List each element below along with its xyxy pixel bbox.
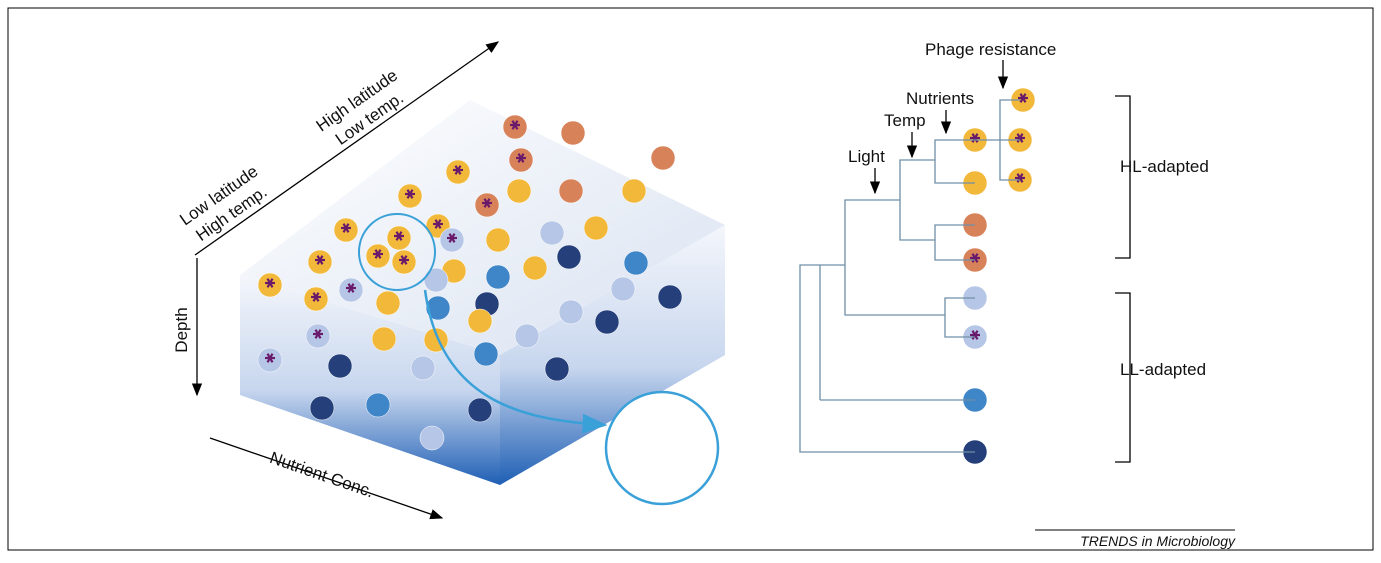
cell xyxy=(486,228,510,252)
cell xyxy=(468,309,492,333)
cell xyxy=(424,268,448,292)
cell xyxy=(372,327,396,351)
zoom-circle xyxy=(606,392,718,504)
cell xyxy=(611,277,635,301)
event-label: Nutrients xyxy=(906,89,974,108)
clade-label: HL-adapted xyxy=(1120,157,1209,176)
bracket xyxy=(1115,96,1130,462)
cell xyxy=(651,146,675,170)
cell xyxy=(486,265,510,289)
cell xyxy=(310,396,334,420)
cell xyxy=(468,398,492,422)
cell xyxy=(545,357,569,381)
cell xyxy=(328,354,352,378)
cell xyxy=(624,251,648,275)
cell xyxy=(559,179,583,203)
cell xyxy=(523,256,547,280)
cell xyxy=(559,300,583,324)
cell xyxy=(584,216,608,240)
cell xyxy=(622,179,646,203)
cell xyxy=(557,245,581,269)
cell xyxy=(561,121,585,145)
cell xyxy=(658,285,682,309)
cell xyxy=(595,310,619,334)
cell xyxy=(366,393,390,417)
cell xyxy=(411,356,435,380)
cell xyxy=(507,179,531,203)
axis-label: Depth xyxy=(172,307,191,352)
cell xyxy=(474,342,498,366)
clade-label: LL-adapted xyxy=(1120,360,1206,379)
figure: High latitudeLow temp. Low latitudeHigh … xyxy=(0,0,1381,558)
cell xyxy=(420,426,444,450)
cell xyxy=(515,324,539,348)
axis-label: Nutrient Conc. xyxy=(267,448,376,501)
event-label: Temp xyxy=(884,111,926,130)
event-label: Light xyxy=(848,147,885,166)
cell xyxy=(540,221,564,245)
cell xyxy=(376,291,400,315)
footer: TRENDS in Microbiology xyxy=(1080,533,1236,549)
event-label: Phage resistance xyxy=(925,40,1056,59)
